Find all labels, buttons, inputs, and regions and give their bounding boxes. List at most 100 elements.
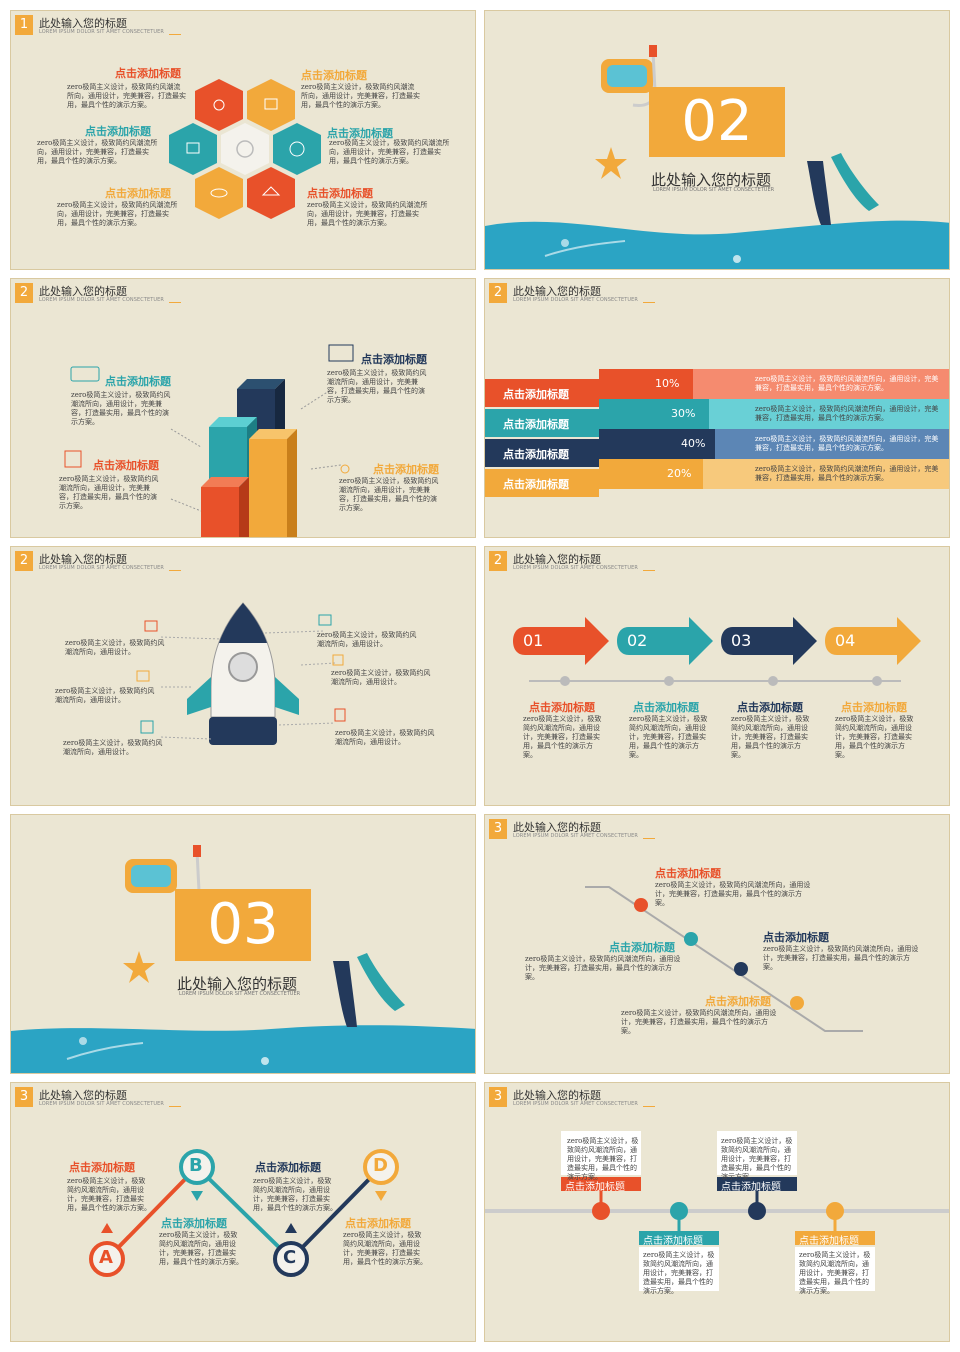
- timeline-graphic: [485, 1131, 949, 1291]
- body-text: zero极简主义设计，极致简约风潮流所向，通用设计。: [63, 739, 163, 756]
- heading: 点击添加标题: [105, 187, 171, 200]
- body-text: zero极简主义设计，极致简约风潮流所向，通用设计，完美兼容，打造最实用，最具个…: [339, 477, 439, 512]
- slide-pin-timeline: 3 此处输入您的标题 LOREM IPSUM DOLOR SIT AMET CONS…: [484, 1082, 950, 1342]
- heading: 点击添加标题: [361, 353, 427, 366]
- section-subtitle: LOREM IPSUM DOLOR SIT AMET CONSECTETUER: [653, 187, 775, 193]
- heading: 点击添加标题: [301, 69, 367, 82]
- body-text: zero极简主义设计，极致简约风潮流所向，通用设计。: [331, 669, 431, 686]
- body-text: zero极简主义设计，极致简约风潮流所向，通用设计，完美兼容，打造最实用，最具个…: [59, 475, 159, 510]
- heading: 点击添加标题: [609, 941, 675, 954]
- body-text: zero极简主义设计，极致简约风潮流所向，通用设计，完美兼容，打造最实用，最具个…: [523, 715, 602, 759]
- band-percent: 10%: [655, 377, 680, 390]
- arrow-number: 01: [523, 631, 544, 650]
- body-text: zero极简主义设计，极致简约风潮流所向，通用设计。: [65, 639, 165, 656]
- band-percent: 30%: [671, 407, 696, 420]
- heading: 点击添加标题: [345, 1217, 411, 1230]
- section-subtitle: LOREM IPSUM DOLOR SIT AMET CONSECTETUER: [179, 991, 301, 997]
- body-text: zero极简主义设计，极致简约风潮流所向，通用设计，完美兼容，打造最实用，最具个…: [755, 465, 939, 482]
- node-letter: D: [373, 1155, 388, 1176]
- pin-label: 点击添加标题: [565, 1182, 625, 1193]
- slide-section-03: 03 此处输入您的标题 LOREM IPSUM DOLOR SIT AMET C…: [10, 814, 476, 1074]
- heading: 点击添加标题: [763, 931, 829, 944]
- pin-label: 点击添加标题: [721, 1182, 781, 1193]
- section-number: 3: [15, 1087, 33, 1107]
- body-text: zero极简主义设计，极致简约风潮流所向，通用设计，完美兼容，打造最实用，最具个…: [57, 201, 178, 227]
- section-number: 3: [489, 819, 507, 839]
- slide-subtitle: LOREM IPSUM DOLOR SIT AMET CONSECTETUER: [513, 833, 638, 839]
- body-text: zero极简主义设计，极致简约风潮流所向，通用设计，完美兼容，打造最实用，最具个…: [343, 1231, 427, 1266]
- body-text: zero极简主义设计，极致简约风潮流所向，通用设计，完美兼容，打造最实用，最具个…: [253, 1177, 337, 1212]
- section-number: 2: [489, 551, 507, 571]
- body-text: zero极简主义设计，极致简约风潮流所向，通用设计，完美兼容，打造最实用，最具个…: [71, 391, 171, 426]
- heading: 点击添加标题: [105, 375, 171, 388]
- heading: 点击添加标题: [737, 701, 803, 714]
- slide-title: 此处输入您的标题: [39, 553, 127, 566]
- slide-title: 此处输入您的标题: [39, 285, 127, 298]
- arrow-number: 03: [731, 631, 752, 650]
- heading: 点击添加标题: [85, 125, 151, 138]
- band-graphic: [485, 369, 949, 497]
- slide-zigzag: 3 此处输入您的标题 LOREM IPSUM DOLOR SIT AMET CONS…: [10, 1082, 476, 1342]
- body-text: zero极简主义设计，极致简约风潮流所向，通用设计，完美兼容，打造最实用，最具个…: [525, 955, 681, 981]
- section-number-box: 02: [649, 87, 785, 157]
- body-text: zero极简主义设计，极致简约风潮流所向，通用设计，完美兼容，打造最实用，最具个…: [67, 1177, 151, 1212]
- body-text: zero极简主义设计，极致简约风潮流所向，通用设计，完美兼容，打造最实用，最具个…: [755, 405, 939, 422]
- rocket-graphic: [136, 602, 346, 745]
- ocean-scene: [485, 45, 949, 269]
- heading: 点击添加标题: [115, 67, 181, 80]
- band-percent: 40%: [681, 437, 706, 450]
- node-letter: B: [189, 1155, 203, 1176]
- slide-subtitle: LOREM IPSUM DOLOR SIT AMET CONSECTETUER: [39, 297, 164, 303]
- body-text: zero极简主义设计，极致简约风潮流所向，通用设计，完美兼容，打造最实用，最具个…: [755, 435, 939, 452]
- body-text: zero极简主义设计，极致简约风潮流所向，通用设计，完美兼容，打造最实用，最具个…: [37, 139, 158, 165]
- body-text: zero极简主义设计，极致简约风潮流所向，通用设计，完美兼容，打造最实用，最具个…: [301, 83, 420, 109]
- heading: 点击添加标题: [841, 701, 907, 714]
- body-text: zero极简主义设计，极致简约风潮流所向，通用设计，完美兼容，打造最实用，最具个…: [621, 1009, 777, 1035]
- slide-subtitle: LOREM IPSUM DOLOR SIT AMET CONSECTETUER: [39, 1101, 164, 1107]
- heading: 点击添加标题: [373, 463, 439, 476]
- heading: 点击添加标题: [529, 701, 595, 714]
- body-text: zero极简主义设计，极致简约风潮流所向，通用设计，完美兼容，打造最实用，最具个…: [329, 139, 450, 165]
- body-text: zero极简主义设计，极致简约风潮流所向，通用设计，完美兼容，打造最实用，最具个…: [763, 945, 919, 971]
- heading: 点击添加标题: [307, 187, 373, 200]
- slide-arrows: 2 此处输入您的标题 LOREM IPSUM DOLOR SIT AMET CONS…: [484, 546, 950, 806]
- ocean-scene: [11, 845, 475, 1073]
- band-label: 点击添加标题: [503, 388, 569, 401]
- body-text: zero极简主义设计，极致简约风潮流所向，通用设计，完美兼容，打造最实用，最具个…: [629, 715, 708, 759]
- section-title: 此处输入您的标题: [651, 171, 772, 189]
- node-letter: A: [99, 1247, 113, 1268]
- heading: 点击添加标题: [69, 1161, 135, 1174]
- pin-label: 点击添加标题: [643, 1236, 703, 1247]
- body-text: zero极简主义设计，极致简约风潮流所向，通用设计，完美兼容，打造最实用，最具个…: [567, 1137, 639, 1181]
- body-text: zero极简主义设计，极致简约风潮流所向，通用设计。: [317, 631, 417, 648]
- slide-section-02: 02 此处输入您的标题 LOREM IPSUM DOLOR SIT AMET C…: [484, 10, 950, 270]
- slide-subtitle: LOREM IPSUM DOLOR SIT AMET CONSECTETUER: [39, 565, 164, 571]
- body-text: zero极简主义设计，极致简约风潮流所向，通用设计，完美兼容，打造最实用，最具个…: [755, 375, 939, 392]
- band-label: 点击添加标题: [503, 448, 569, 461]
- slide-bands: 2 此处输入您的标题 LOREM IPSUM DOLOR SIT AMET CONS…: [484, 278, 950, 538]
- section-number: 2: [15, 283, 33, 303]
- body-text: zero极简主义设计，极致简约风潮流所向，通用设计，完美兼容，打造最实用，最具个…: [721, 1137, 793, 1181]
- heading: 点击添加标题: [161, 1217, 227, 1230]
- body-text: zero极简主义设计，极致简约风潮流所向，通用设计，完美兼容，打造最实用，最具个…: [643, 1251, 715, 1295]
- slide-diagonal: 3 此处输入您的标题 LOREM IPSUM DOLOR SIT AMET CONS…: [484, 814, 950, 1074]
- slide-title: 此处输入您的标题: [39, 1089, 127, 1102]
- body-text: zero极简主义设计，极致简约风潮流所向，通用设计，完美兼容，打造最实用，最具个…: [307, 201, 428, 227]
- heading: 点击添加标题: [93, 459, 159, 472]
- slide-subtitle: LOREM IPSUM DOLOR SIT AMET CONSECTETUER: [513, 297, 638, 303]
- section-number: 3: [489, 1087, 507, 1107]
- pin-label: 点击添加标题: [799, 1236, 859, 1247]
- heading: 点击添加标题: [327, 127, 393, 140]
- arrow-number: 04: [835, 631, 856, 650]
- band-percent: 20%: [667, 467, 692, 480]
- node-letter: C: [283, 1247, 297, 1268]
- section-number: 2: [489, 283, 507, 303]
- slide-title: 此处输入您的标题: [513, 1089, 601, 1102]
- slide-rocket: 2 此处输入您的标题 LOREM IPSUM DOLOR SIT AMET CONS…: [10, 546, 476, 806]
- hexagon-cluster: [169, 79, 321, 219]
- slide-subtitle: LOREM IPSUM DOLOR SIT AMET CONSECTETUER: [513, 565, 638, 571]
- arrow-number: 02: [627, 631, 648, 650]
- body-text: zero极简主义设计，极致简约风潮流所向，通用设计。: [335, 729, 435, 746]
- slide-title: 此处输入您的标题: [39, 17, 127, 30]
- body-text: zero极简主义设计，极致简约风潮流所向，通用设计，完美兼容，打造最实用，最具个…: [655, 881, 811, 907]
